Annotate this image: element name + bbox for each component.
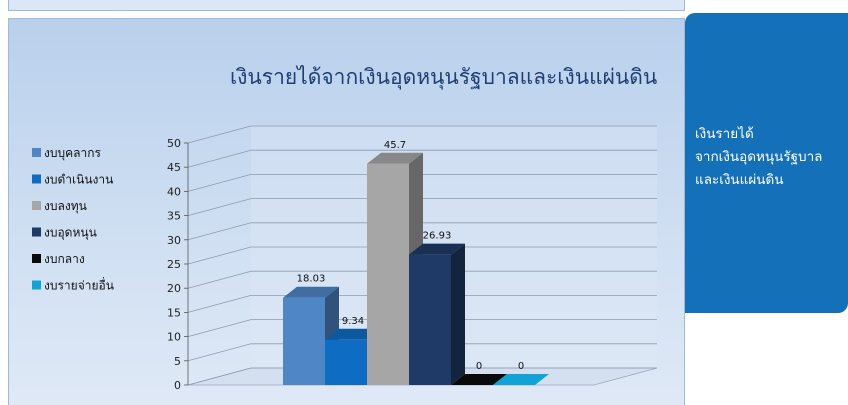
y-tick-label: 20 <box>167 282 181 295</box>
side-caption-line-1: เงินรายได้ <box>695 126 754 142</box>
legend-label: งบดำเนินงาน <box>44 173 113 187</box>
gridline-depth <box>187 295 252 313</box>
gridline-depth <box>187 198 252 216</box>
y-tick-label: 45 <box>167 161 181 174</box>
bar-front <box>325 339 367 385</box>
previous-panel-edge <box>8 0 685 11</box>
side-caption: เงินรายได้ จากเงินอุดหนุนรัฐบาล และเงินแ… <box>695 123 822 192</box>
bar-top <box>367 152 423 164</box>
data-label: 18.03 <box>297 274 326 285</box>
legend-swatch <box>32 227 41 237</box>
legend-item: งบกลาง <box>32 252 85 266</box>
gridline-depth <box>187 125 252 144</box>
revenue-chart: เงินรายได้จากเงินอุดหนุนรัฐบาลและเงินแผ่… <box>32 65 657 392</box>
legend-swatch <box>32 280 41 290</box>
y-tick-label: 30 <box>167 234 181 247</box>
gridline-depth <box>187 246 252 265</box>
data-label: 0 <box>518 361 524 372</box>
legend-label: งบลงทุน <box>44 199 87 214</box>
y-tick-label: 0 <box>174 379 181 392</box>
bar-front <box>409 254 451 385</box>
data-label: 45.7 <box>384 140 406 151</box>
y-tick-label: 25 <box>167 258 181 271</box>
bar-flat <box>493 374 549 385</box>
bar-top <box>409 243 465 255</box>
y-tick-label: 5 <box>174 355 181 368</box>
side-caption-panel: เงินรายได้ จากเงินอุดหนุนรัฐบาล และเงินแ… <box>685 13 848 313</box>
side-caption-line-2: จากเงินอุดหนุนรัฐบาล <box>695 149 823 165</box>
legend-item: งบบุคลากร <box>32 146 101 161</box>
y-tick-label: 40 <box>167 185 181 198</box>
legend-label: งบบุคลากร <box>44 146 101 161</box>
bar-flat <box>451 374 507 385</box>
bar <box>409 243 465 385</box>
y-tick-label: 35 <box>167 210 181 223</box>
chart-panel: เงินรายได้จากเงินอุดหนุนรัฐบาลและเงินแผ่… <box>8 18 685 405</box>
bar-front <box>367 163 409 385</box>
bar <box>493 374 549 385</box>
gridline-depth <box>187 174 252 192</box>
legend-swatch <box>32 174 41 184</box>
legend-label: งบรายจ่ายอื่น <box>44 277 114 293</box>
bar-side <box>451 243 465 385</box>
bar-top <box>283 286 339 298</box>
legend-item: งบลงทุน <box>32 199 87 214</box>
gridline-depth <box>187 319 252 337</box>
gridline-depth <box>187 270 252 289</box>
legend-item: งบอุดหนุน <box>32 226 97 241</box>
legend-label: งบอุดหนุน <box>44 226 97 241</box>
gridline-depth <box>187 149 252 168</box>
data-label: 0 <box>476 361 482 372</box>
legend-swatch <box>32 148 41 157</box>
y-tick-label: 50 <box>167 137 181 150</box>
data-label: 9.34 <box>342 316 364 327</box>
bar <box>451 374 507 385</box>
y-tick-label: 15 <box>167 306 181 319</box>
gridline-depth <box>187 343 252 362</box>
bar-front <box>283 297 325 385</box>
legend-item: งบรายจ่ายอื่น <box>32 277 114 293</box>
legend-swatch <box>32 201 41 210</box>
chart-title: เงินรายได้จากเงินอุดหนุนรัฐบาลและเงินแผ่… <box>230 65 657 90</box>
legend-label: งบกลาง <box>44 252 85 266</box>
legend-swatch <box>32 254 41 263</box>
legend-item: งบดำเนินงาน <box>32 173 113 187</box>
side-caption-line-3: และเงินแผ่นดิน <box>695 172 784 188</box>
y-tick-label: 10 <box>167 331 181 344</box>
data-label: 26.93 <box>423 231 452 242</box>
gridline-depth <box>187 222 252 241</box>
gridline-depth <box>187 367 252 386</box>
